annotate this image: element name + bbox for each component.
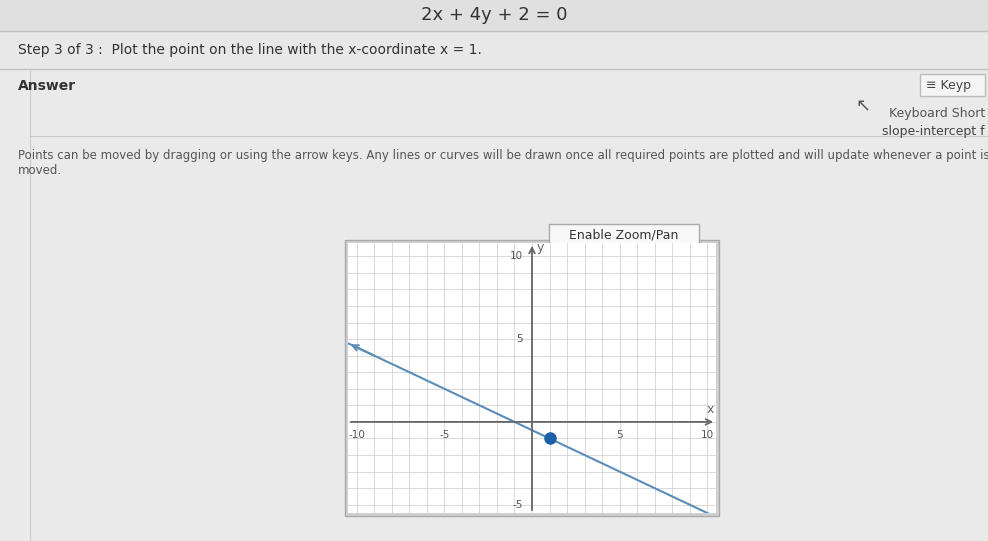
Text: ↖: ↖: [855, 97, 870, 115]
Text: -10: -10: [349, 430, 366, 440]
Text: Enable Zoom/Pan: Enable Zoom/Pan: [569, 229, 679, 242]
Bar: [0, 31, 988, 69]
Text: 5: 5: [517, 334, 524, 344]
Bar: [345, 240, 719, 516]
Text: ≡ Keyp: ≡ Keyp: [926, 78, 971, 91]
Text: y: y: [536, 241, 543, 254]
Text: -5: -5: [440, 430, 450, 440]
Text: 10: 10: [700, 430, 713, 440]
Text: Points can be moved by dragging or using the arrow keys. Any lines or curves wil: Points can be moved by dragging or using…: [18, 149, 988, 177]
Text: Step 3 of 3 :  Plot the point on the line with the x-coordinate x = 1.: Step 3 of 3 : Plot the point on the line…: [18, 43, 482, 57]
Text: 10: 10: [510, 251, 524, 261]
Text: 2x + 4y + 2 = 0: 2x + 4y + 2 = 0: [421, 6, 567, 24]
Text: x: x: [707, 403, 714, 416]
Text: slope-intercept f: slope-intercept f: [882, 124, 985, 137]
Bar: [549, 224, 699, 247]
Bar: [0, 0, 988, 31]
Text: 5: 5: [617, 430, 622, 440]
Text: -5: -5: [513, 500, 524, 510]
Text: Answer: Answer: [18, 79, 76, 93]
Text: Keyboard Short: Keyboard Short: [889, 107, 985, 120]
Bar: [920, 74, 985, 96]
